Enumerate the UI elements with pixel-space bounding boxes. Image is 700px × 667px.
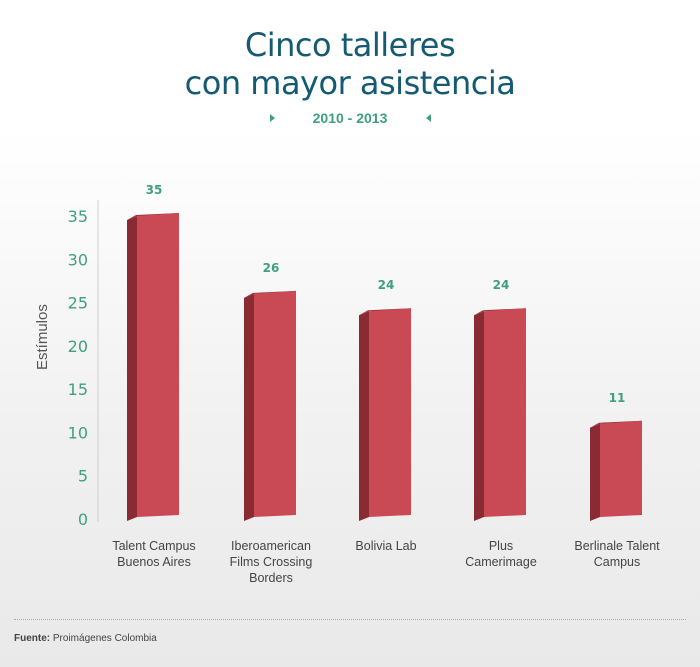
y-tick-label: 15 xyxy=(68,380,88,399)
x-category-label: Talent Campus xyxy=(112,539,195,553)
y-tick-label: 35 xyxy=(68,207,88,226)
data-label: 11 xyxy=(609,391,626,405)
chart-title-line-1: Cinco talleres xyxy=(244,26,456,64)
footer-source-text: Proimágenes Colombia xyxy=(52,633,157,644)
data-label: 24 xyxy=(493,278,510,292)
data-label: 24 xyxy=(378,278,395,292)
y-tick-label: 5 xyxy=(78,467,88,486)
y-tick-label: 10 xyxy=(68,423,88,442)
x-category-label: Bolivia Lab xyxy=(355,539,416,553)
footer-label: Fuente: xyxy=(14,633,51,644)
chart-title-line-2: con mayor asistencia xyxy=(184,64,516,102)
data-label: 35 xyxy=(146,183,163,197)
x-category-label: Borders xyxy=(249,571,293,585)
y-tick-label: 25 xyxy=(68,294,88,313)
bar xyxy=(600,420,642,517)
bar xyxy=(254,290,296,517)
chart-subtitle: 2010 - 2013 xyxy=(312,110,388,126)
x-category-label: Buenos Aires xyxy=(117,555,191,569)
x-category-label: Plus xyxy=(489,539,513,553)
triangle-right-icon xyxy=(270,114,275,122)
x-category-label: Films Crossing xyxy=(230,555,313,569)
footer-divider xyxy=(14,619,686,620)
triangle-left-icon xyxy=(426,114,431,122)
y-tick-label: 30 xyxy=(68,250,88,269)
bar xyxy=(484,308,526,517)
data-label: 26 xyxy=(263,261,280,275)
y-tick-label: 20 xyxy=(68,337,88,356)
bar-chart: 0 5 10 15 20 25 30 35 35 Talent Campus Buenos Aire… xyxy=(68,183,661,585)
footer-source: Fuente: Proimágenes Colombia xyxy=(14,633,157,644)
bar xyxy=(369,308,411,517)
x-category-label: Berlinale Talent xyxy=(574,539,660,553)
x-category-label: Camerimage xyxy=(465,555,537,569)
bar-side xyxy=(359,311,369,521)
bar xyxy=(137,213,179,517)
bar-side xyxy=(127,216,137,521)
bar-side xyxy=(590,423,600,521)
y-tick-label: 0 xyxy=(78,510,88,529)
x-category-label: Iberoamerican xyxy=(231,539,311,553)
x-category-label: Campus xyxy=(594,555,641,569)
bar-side xyxy=(244,293,254,521)
bar-side xyxy=(474,311,484,521)
